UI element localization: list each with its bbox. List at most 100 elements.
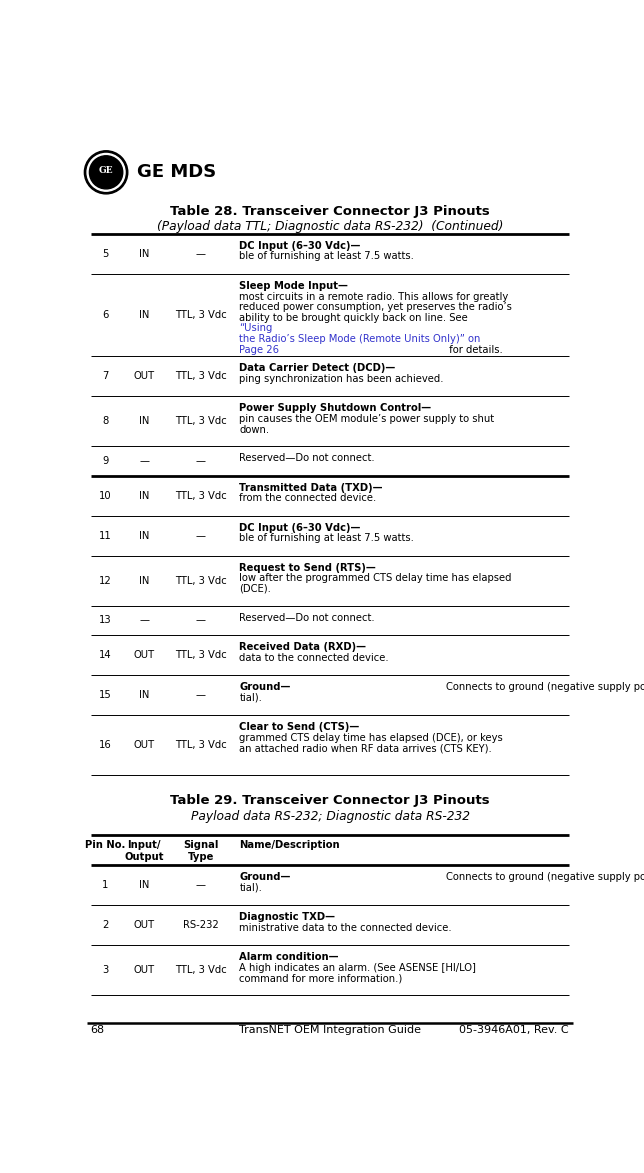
Text: 13: 13 (99, 616, 111, 625)
Text: down.: down. (240, 425, 269, 434)
Text: —: — (196, 690, 205, 700)
Text: IN: IN (139, 576, 149, 585)
Text: —: — (196, 249, 205, 259)
Text: 5: 5 (102, 249, 108, 259)
Text: A high indicates an alarm. (See ASENSE [HI/LO]: A high indicates an alarm. (See ASENSE [… (240, 963, 477, 972)
Text: data to the connected device.: data to the connected device. (240, 652, 389, 663)
Text: DC Input (6–30 Vdc)—: DC Input (6–30 Vdc)— (240, 523, 361, 533)
Text: grammed CTS delay time has elapsed (DCE), or keys: grammed CTS delay time has elapsed (DCE)… (240, 733, 503, 743)
Text: Request to Send (RTS)—: Request to Send (RTS)— (240, 563, 376, 572)
Text: Received Data (RXD)—: Received Data (RXD)— (240, 642, 366, 652)
Text: Pin No.: Pin No. (85, 840, 126, 850)
Text: Table 29. Transceiver Connector J3 Pinouts: Table 29. Transceiver Connector J3 Pinou… (170, 794, 490, 807)
Text: 2: 2 (102, 921, 108, 930)
Text: IN: IN (139, 310, 149, 320)
Circle shape (90, 156, 123, 189)
Text: 12: 12 (99, 576, 111, 585)
Text: Input/
Output: Input/ Output (124, 840, 164, 861)
Text: Diagnostic TXD—: Diagnostic TXD— (240, 913, 336, 922)
Text: —: — (196, 616, 205, 625)
Text: ministrative data to the connected device.: ministrative data to the connected devic… (240, 923, 452, 933)
Text: —: — (196, 456, 205, 466)
Text: Signal
Type: Signal Type (183, 840, 218, 861)
Text: ble of furnishing at least 7.5 watts.: ble of furnishing at least 7.5 watts. (240, 534, 414, 543)
Text: TTL, 3 Vdc: TTL, 3 Vdc (175, 965, 227, 976)
Text: —: — (139, 616, 149, 625)
Text: TTL, 3 Vdc: TTL, 3 Vdc (175, 740, 227, 751)
Text: Connects to ground (negative supply poten-: Connects to ground (negative supply pote… (446, 873, 644, 882)
Text: ble of furnishing at least 7.5 watts.: ble of furnishing at least 7.5 watts. (240, 251, 414, 262)
Text: DC Input (6–30 Vdc)—: DC Input (6–30 Vdc)— (240, 240, 361, 251)
Text: TTL, 3 Vdc: TTL, 3 Vdc (175, 372, 227, 381)
Text: Alarm condition—: Alarm condition— (240, 952, 339, 962)
Text: “Using: “Using (240, 324, 273, 333)
Text: 3: 3 (102, 965, 108, 976)
Text: 15: 15 (99, 690, 111, 700)
Text: from the connected device.: from the connected device. (240, 494, 377, 503)
Text: tial).: tial). (240, 693, 262, 703)
Text: Clear to Send (CTS)—: Clear to Send (CTS)— (240, 723, 359, 732)
Text: —: — (196, 881, 205, 890)
Text: TTL, 3 Vdc: TTL, 3 Vdc (175, 490, 227, 501)
Circle shape (84, 151, 128, 194)
Text: for details.: for details. (446, 345, 503, 354)
Text: ability to be brought quickly back on line. See: ability to be brought quickly back on li… (240, 313, 471, 323)
Text: (DCE).: (DCE). (240, 584, 271, 594)
Text: Power Supply Shutdown Control—: Power Supply Shutdown Control— (240, 404, 431, 413)
Text: —: — (196, 530, 205, 541)
Text: Transmitted Data (TXD)—: Transmitted Data (TXD)— (240, 482, 383, 493)
Text: most circuits in a remote radio. This allows for greatly: most circuits in a remote radio. This al… (240, 292, 509, 301)
Text: OUT: OUT (133, 372, 155, 381)
Text: GE: GE (99, 165, 113, 175)
Text: TTL, 3 Vdc: TTL, 3 Vdc (175, 416, 227, 427)
Text: TTL, 3 Vdc: TTL, 3 Vdc (175, 576, 227, 585)
Text: IN: IN (139, 881, 149, 890)
Text: 05-3946A01, Rev. C: 05-3946A01, Rev. C (459, 1025, 569, 1035)
Text: 14: 14 (99, 650, 111, 660)
Text: an attached radio when RF data arrives (CTS KEY).: an attached radio when RF data arrives (… (240, 744, 492, 753)
Text: TTL, 3 Vdc: TTL, 3 Vdc (175, 650, 227, 660)
Text: TransNET OEM Integration Guide: TransNET OEM Integration Guide (239, 1025, 421, 1035)
Text: 1: 1 (102, 881, 108, 890)
Text: OUT: OUT (133, 650, 155, 660)
Text: 16: 16 (99, 740, 111, 751)
Text: 8: 8 (102, 416, 108, 427)
Text: Ground—: Ground— (240, 873, 290, 882)
Text: 6: 6 (102, 310, 108, 320)
Text: command for more information.): command for more information.) (240, 974, 402, 984)
Text: the Radio’s Sleep Mode (Remote Units Only)” on: the Radio’s Sleep Mode (Remote Units Onl… (240, 334, 481, 344)
Text: 11: 11 (99, 530, 111, 541)
Text: RS-232: RS-232 (183, 921, 218, 930)
Text: pin causes the OEM module’s power supply to shut: pin causes the OEM module’s power supply… (240, 414, 495, 423)
Text: Page 26: Page 26 (240, 345, 279, 354)
Text: TTL, 3 Vdc: TTL, 3 Vdc (175, 310, 227, 320)
Text: IN: IN (139, 490, 149, 501)
Text: low after the programmed CTS delay time has elapsed: low after the programmed CTS delay time … (240, 574, 512, 583)
Text: OUT: OUT (133, 921, 155, 930)
Text: Sleep Mode Input—: Sleep Mode Input— (240, 280, 348, 291)
Text: OUT: OUT (133, 740, 155, 751)
Text: IN: IN (139, 416, 149, 427)
Text: Table 28. Transceiver Connector J3 Pinouts: Table 28. Transceiver Connector J3 Pinou… (170, 204, 490, 218)
Circle shape (87, 154, 125, 191)
Text: Payload data RS-232; Diagnostic data RS-232: Payload data RS-232; Diagnostic data RS-… (191, 809, 469, 822)
Text: 9: 9 (102, 456, 108, 466)
Text: GE MDS: GE MDS (137, 163, 216, 182)
Text: Ground—: Ground— (240, 682, 290, 692)
Text: Name/Description: Name/Description (240, 840, 340, 850)
Text: —: — (139, 456, 149, 466)
Text: OUT: OUT (133, 965, 155, 976)
Text: 10: 10 (99, 490, 111, 501)
Text: Data Carrier Detect (DCD)—: Data Carrier Detect (DCD)— (240, 364, 395, 373)
Text: IN: IN (139, 690, 149, 700)
Text: Reserved—Do not connect.: Reserved—Do not connect. (240, 454, 375, 463)
Text: tial).: tial). (240, 883, 262, 893)
Text: reduced power consumption, yet preserves the radio’s: reduced power consumption, yet preserves… (240, 303, 512, 312)
Text: IN: IN (139, 530, 149, 541)
Text: 7: 7 (102, 372, 108, 381)
Text: 68: 68 (91, 1025, 105, 1035)
Text: Connects to ground (negative supply poten-: Connects to ground (negative supply pote… (446, 682, 644, 692)
Text: Reserved—Do not connect.: Reserved—Do not connect. (240, 612, 375, 623)
Text: IN: IN (139, 249, 149, 259)
Text: (Payload data TTL; Diagnostic data RS-232)  (Continued): (Payload data TTL; Diagnostic data RS-23… (157, 221, 503, 233)
